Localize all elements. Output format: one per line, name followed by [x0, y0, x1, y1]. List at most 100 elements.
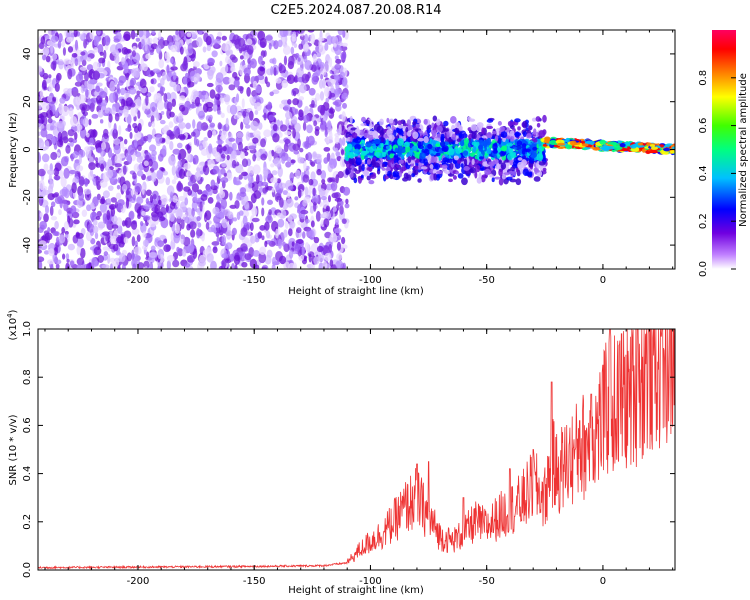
spectrogram-cell — [524, 148, 531, 153]
spectrogram-cell — [49, 179, 54, 190]
spectrogram-cell — [366, 159, 371, 165]
spectrogram-cell — [220, 168, 226, 175]
spectrogram-cell — [125, 152, 132, 162]
spectrogram-cell — [310, 220, 315, 228]
spectrogram-cell — [263, 50, 267, 57]
spectrogram-cell — [170, 44, 178, 53]
spectrogram-cell — [63, 221, 69, 231]
spectrogram-cell — [361, 116, 366, 123]
spectrogram-cell — [500, 162, 507, 170]
spectrogram-cell — [201, 148, 208, 156]
spectrogram-cell — [292, 98, 300, 106]
spectrogram-cell — [363, 170, 368, 177]
spectrogram-cell — [212, 165, 220, 175]
spectrogram-cell — [52, 53, 58, 60]
spectrogram-cell — [241, 261, 248, 268]
spectrogram-cell — [285, 161, 292, 168]
spectrogram-cell — [301, 73, 309, 84]
snr-y-label: SNR (10 * v/v) — [8, 414, 19, 485]
spectrogram-cell — [79, 247, 86, 259]
spectrogram-cell — [436, 118, 441, 126]
spectrogram-cell — [227, 211, 234, 220]
spectrogram-cell — [430, 139, 436, 146]
spectrogram-cell — [38, 131, 42, 137]
spectrogram-cell — [254, 102, 262, 112]
spectrogram-cell — [144, 42, 148, 52]
spectrogram-cell — [178, 115, 183, 124]
spectrogram-cell — [116, 184, 121, 190]
spectrogram-cell — [192, 119, 196, 129]
spectrogram-cell — [612, 143, 621, 148]
spectrogram-cell — [246, 38, 253, 46]
spectrogram-cell — [385, 167, 391, 172]
spectrogram-cell — [71, 87, 78, 92]
spectrogram-cell — [497, 121, 502, 126]
spectrogram-cell — [290, 46, 295, 55]
spectrogram-cell — [341, 78, 348, 86]
spectrogram-cell — [335, 58, 342, 64]
spectrogram-cell — [205, 221, 210, 230]
spectrogram-cell — [279, 30, 288, 38]
spectrogram-cell — [201, 93, 205, 103]
spectrogram-cell — [417, 178, 422, 183]
spectrogram-cell — [349, 115, 353, 124]
spectrogram-cell — [48, 248, 55, 257]
spectrogram-cell — [176, 246, 180, 253]
spectrogram-cell — [205, 185, 212, 193]
spectrogram-cell — [341, 218, 347, 224]
spectrogram-cell — [163, 92, 168, 103]
spectrogram-cell — [252, 164, 261, 175]
spectrogram-cell — [45, 133, 54, 140]
spectrogram-cell — [333, 43, 337, 48]
spectrogram-cell — [97, 255, 104, 263]
spectrogram-cell — [294, 75, 298, 82]
spectrogram-cell — [142, 63, 148, 72]
spectrogram-cell — [397, 120, 402, 126]
spectrogram-cell — [52, 104, 56, 115]
spectrogram-cell — [114, 163, 123, 168]
spectrogram-cell — [65, 37, 73, 43]
spectrogram-cell — [220, 112, 225, 119]
spectrogram-cell — [221, 234, 227, 246]
spectrogram-cell — [156, 169, 164, 180]
spectrogram-cell — [345, 198, 349, 205]
spectrogram-cell — [84, 72, 89, 82]
spectrogram-cell — [236, 131, 244, 139]
spectrogram-cell — [224, 64, 229, 73]
spectrogram-cell — [494, 135, 499, 142]
spectrogram-cell — [194, 171, 201, 181]
spectrogram-cell — [63, 58, 71, 65]
spectrogram-cell — [113, 144, 121, 155]
spectrogram-cell — [314, 128, 320, 136]
spectrogram-cell — [205, 35, 212, 46]
spectrogram-cell — [439, 140, 446, 148]
spectrogram-cell — [169, 212, 175, 222]
spectrogram-cell — [160, 194, 168, 206]
spectrogram-cell — [85, 263, 90, 269]
spectrogram-cell — [397, 124, 404, 129]
spectrogram-cell — [478, 144, 484, 152]
spectrogram-cell — [178, 134, 186, 140]
spectrogram-cell — [206, 69, 215, 76]
spectrogram-cell — [505, 138, 509, 144]
spectrogram-cell — [341, 42, 348, 47]
colorbar-tick-label: 0.2 — [698, 213, 709, 229]
spectrogram-cell — [271, 256, 277, 267]
spectrogram-cell — [242, 110, 246, 119]
spectrogram-cell — [638, 145, 645, 148]
spectrogram-cell — [304, 59, 313, 71]
spectrogram-cell — [128, 210, 135, 221]
spectrogram-cell — [285, 111, 293, 120]
spectrogram-cell — [506, 176, 513, 181]
spectrogram-cell — [225, 117, 229, 128]
spectrogram-y-label: Frequency (Hz) — [8, 112, 19, 188]
spectrogram-cell — [334, 75, 339, 86]
spectrogram-cell — [73, 30, 78, 38]
spectrogram-cell — [313, 201, 317, 212]
spectrogram-cell — [66, 258, 70, 263]
spectrogram-cell — [212, 103, 218, 112]
spectrogram-cell — [533, 138, 538, 143]
spectrogram-cell — [471, 158, 475, 166]
spectrogram-cell — [43, 49, 50, 55]
spectrogram-cell — [289, 221, 296, 229]
